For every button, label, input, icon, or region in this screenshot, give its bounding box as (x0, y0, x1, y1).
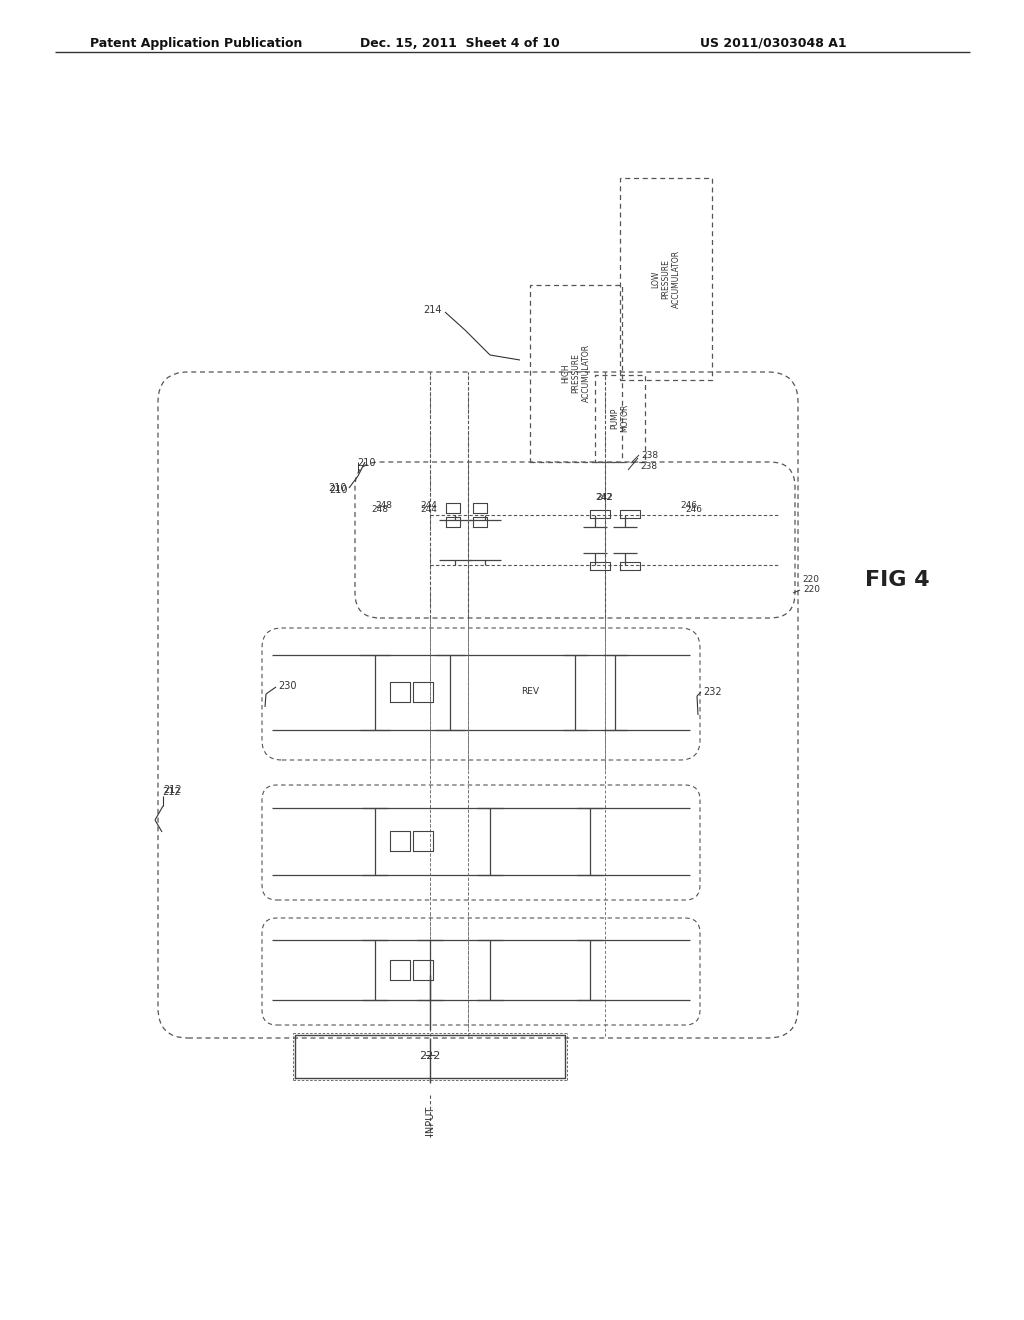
Text: PUMP
MOTOR: PUMP MOTOR (610, 404, 630, 432)
Text: 212: 212 (163, 785, 181, 795)
Text: 210: 210 (357, 458, 376, 469)
Text: 242: 242 (595, 494, 612, 503)
Text: 246: 246 (685, 506, 702, 515)
Text: 248: 248 (375, 500, 392, 510)
Text: 212: 212 (162, 787, 180, 797)
Text: 210: 210 (330, 484, 348, 495)
Text: REV: REV (521, 688, 539, 697)
Text: 242: 242 (596, 494, 613, 503)
Text: 244: 244 (420, 500, 437, 510)
Text: 210: 210 (329, 483, 347, 492)
Text: 238: 238 (640, 462, 657, 471)
Text: 232: 232 (703, 686, 722, 697)
Text: 246: 246 (680, 500, 697, 510)
Text: INPUT: INPUT (425, 1106, 435, 1135)
Text: Patent Application Publication: Patent Application Publication (90, 37, 302, 50)
Text: LOW
PRESSURE
ACCUMULATOR: LOW PRESSURE ACCUMULATOR (651, 249, 681, 308)
Text: 230: 230 (278, 681, 297, 690)
Text: 248: 248 (371, 506, 388, 515)
Text: FIG 4: FIG 4 (865, 570, 930, 590)
Text: 214: 214 (424, 305, 442, 315)
Text: 222: 222 (419, 1051, 440, 1061)
Text: 220: 220 (802, 576, 819, 585)
Text: 220: 220 (803, 586, 820, 594)
Text: 238: 238 (641, 450, 658, 459)
Text: US 2011/0303048 A1: US 2011/0303048 A1 (700, 37, 847, 50)
Text: 244: 244 (420, 506, 437, 515)
Text: Dec. 15, 2011  Sheet 4 of 10: Dec. 15, 2011 Sheet 4 of 10 (360, 37, 560, 50)
Text: HIGH
PRESSURE
ACCUMULATOR: HIGH PRESSURE ACCUMULATOR (561, 345, 591, 403)
